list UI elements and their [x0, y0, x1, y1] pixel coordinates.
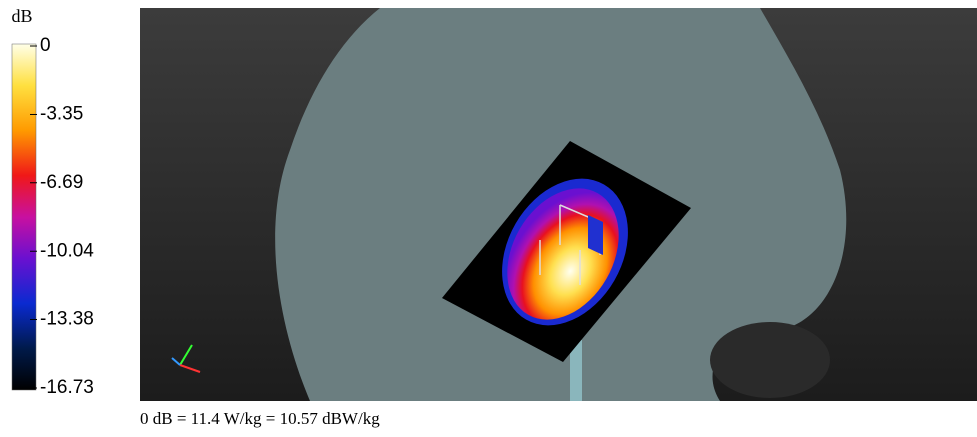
tick-label: -16.73 — [40, 377, 94, 398]
tick-label: -13.38 — [40, 309, 94, 330]
colorbar — [12, 44, 36, 390]
caption: 0 dB = 11.4 W/kg = 10.57 dBW/kg — [140, 409, 380, 428]
tick-label: -3.35 — [40, 103, 83, 124]
tick-label: 0 — [40, 35, 51, 56]
render-view — [140, 8, 977, 401]
colorbar-unit: dB — [11, 6, 32, 26]
tick-label: -6.69 — [40, 172, 83, 193]
page: dB 0 -3.35 -6.69 -10.04 -13.38 -16.73 0 dB = … — [0, 0, 977, 432]
colorbar-ticks: 0 -3.35 -6.69 -10.04 -13.38 -16.73 — [30, 35, 94, 398]
tick-label: -10.04 — [40, 240, 94, 261]
